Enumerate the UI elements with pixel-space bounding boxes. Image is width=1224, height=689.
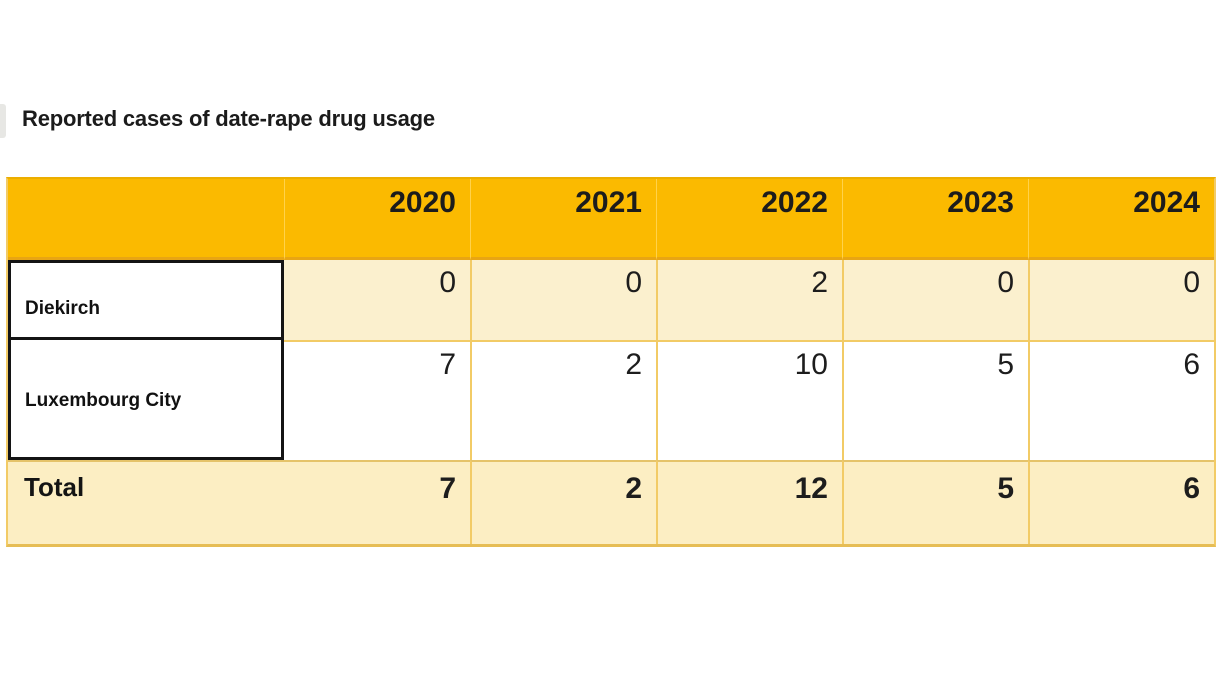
row-label-diekirch: Diekirch xyxy=(8,260,284,340)
cell-total-2022: 12 xyxy=(656,460,842,544)
year-header-2021: 2021 xyxy=(470,179,656,260)
cell-luxembourg-2023: 5 xyxy=(842,340,1028,460)
row-label-total: Total xyxy=(8,460,284,544)
cell-luxembourg-2020: 7 xyxy=(284,340,470,460)
cell-luxembourg-2024: 6 xyxy=(1028,340,1214,460)
left-edge-artifact xyxy=(0,104,6,138)
cell-luxembourg-2022: 10 xyxy=(656,340,842,460)
year-header-2024: 2024 xyxy=(1028,179,1214,260)
cell-total-2020: 7 xyxy=(284,460,470,544)
cell-total-2023: 5 xyxy=(842,460,1028,544)
cell-diekirch-2021: 0 xyxy=(470,260,656,340)
cell-total-2021: 2 xyxy=(470,460,656,544)
cell-luxembourg-2021: 2 xyxy=(470,340,656,460)
year-header-2022: 2022 xyxy=(656,179,842,260)
data-table: 2020 2021 2022 2023 2024 Diekirch 0 0 2 … xyxy=(6,177,1216,547)
cell-diekirch-2020: 0 xyxy=(284,260,470,340)
cell-diekirch-2023: 0 xyxy=(842,260,1028,340)
cell-diekirch-2022: 2 xyxy=(656,260,842,340)
cell-total-2024: 6 xyxy=(1028,460,1214,544)
year-header-2020: 2020 xyxy=(284,179,470,260)
page-title: Reported cases of date-rape drug usage xyxy=(22,106,435,131)
row-label-luxembourg-city: Luxembourg City xyxy=(8,340,284,460)
table-corner-cell xyxy=(8,179,284,260)
year-header-2023: 2023 xyxy=(842,179,1028,260)
cell-diekirch-2024: 0 xyxy=(1028,260,1214,340)
